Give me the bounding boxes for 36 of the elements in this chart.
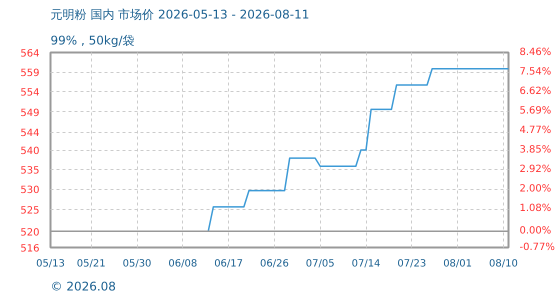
y2-tick-label: 8.46% [520,47,552,58]
x-tick-label: 05/30 [122,258,152,270]
y2-tick-label: 4.77% [520,124,552,136]
x-tick-label: 05/13 [36,258,65,270]
x-tick-label: 05/21 [76,258,106,270]
y2-tick-label: 2.00% [520,183,552,194]
x-tick-label: 06/26 [260,258,289,270]
chart-subtitle: 99% , 50kg/袋 [50,34,134,48]
y-tick-label: 535 [20,166,40,176]
chart-title: 元明粉 国内 市场价 2026-05-13 - 2026-08-11 [50,8,310,22]
y2-tick-label: 2.92% [520,164,552,176]
x-tick-label: 08/10 [489,258,518,270]
y2-tick-label: -0.77% [520,242,555,253]
y-tick-label: 516 [20,244,40,254]
y2-tick-label: 6.62% [520,86,552,97]
x-tick-label: 07/23 [397,258,426,270]
y2-tick-label: 7.54% [520,66,552,78]
y-tick-label: 530 [20,185,40,196]
y-tick-label: 549 [20,108,40,119]
y2-tick-label: 1.08% [520,202,552,214]
x-tick-label: 07/14 [352,258,380,270]
y-tick-label: 544 [20,128,40,140]
x-tick-label: 06/17 [214,258,244,270]
y2-tick-label: 5.69% [520,106,552,117]
y-tick-label: 540 [20,146,40,157]
y-tick-label: 564 [20,48,40,60]
y-tick-label: 525 [20,205,40,216]
text: © 2026.08 [50,280,116,294]
x-tick-label: 06/08 [168,258,198,270]
x-tick-label: 08/01 [443,258,472,270]
y2-tick-label: 0.00% [520,226,552,237]
y-tick-label: 520 [20,227,40,238]
y2-tick-label: 3.85% [520,144,552,156]
y-tick-label: 554 [20,88,40,98]
x-tick-label: 07/05 [306,258,335,270]
y-tick-label: 559 [20,68,40,79]
